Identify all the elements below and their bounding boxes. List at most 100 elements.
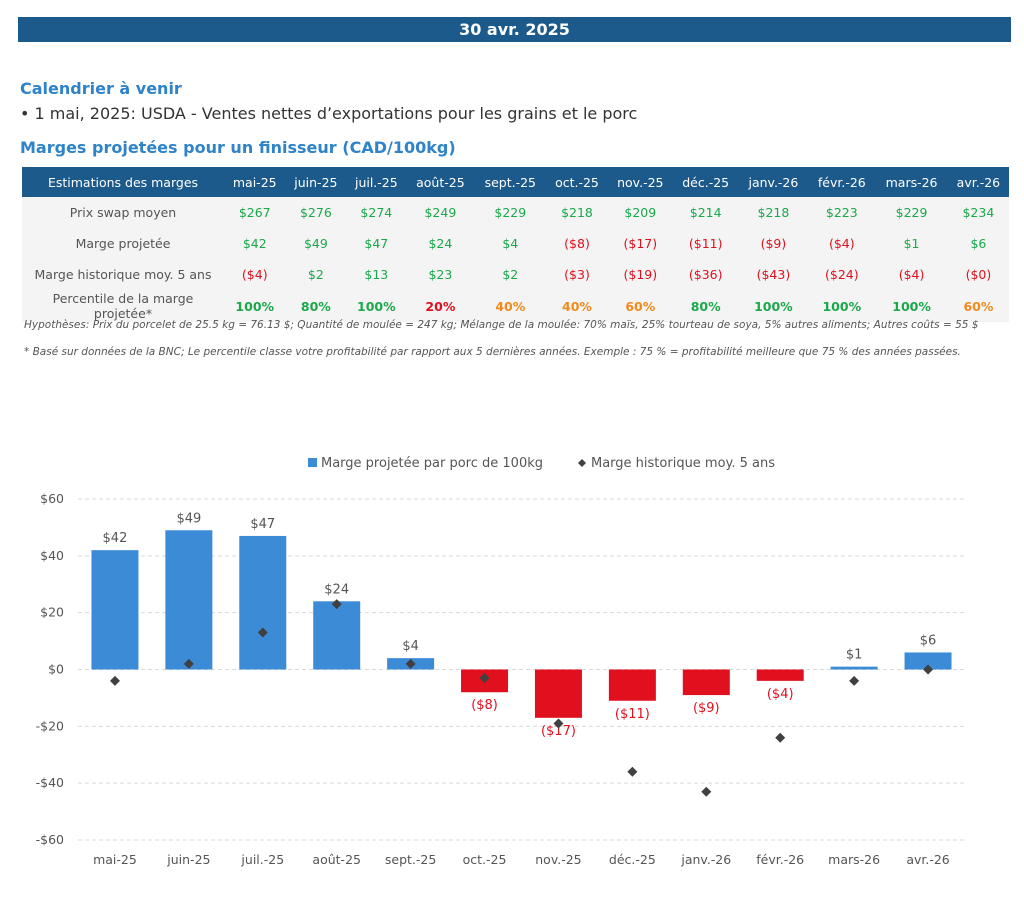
table-cell: ($4) [808, 228, 876, 259]
table-cell: 100% [875, 290, 948, 322]
data-label: $6 [920, 633, 937, 648]
table-cell: 40% [546, 290, 608, 322]
table-cell: ($4) [875, 259, 948, 290]
data-label: $42 [103, 531, 128, 546]
table-cell: $24 [406, 228, 475, 259]
margins-table: Estimations des marges mai-25 juin-25 ju… [22, 167, 1009, 322]
table-cell: $274 [346, 197, 407, 228]
month-header: févr.-26 [808, 167, 876, 197]
table-cell: $229 [474, 197, 547, 228]
table-cell: $218 [546, 197, 608, 228]
margin-chart: $60 $40 $20 $0 -$20 -$40 -$60 $42 mai-25 $49 juin-… [36, 456, 965, 867]
bar [534, 669, 582, 718]
row-label: Percentile de la marge projetée* [22, 290, 224, 322]
table-cell: ($36) [672, 259, 739, 290]
hypotheses-note: Hypothèses: Prix du porcelet de 25.5 kg … [24, 319, 979, 331]
table-cell: 100% [808, 290, 876, 322]
historical-marker [331, 599, 342, 610]
historical-marker [109, 675, 120, 686]
legend-marker-swatch [578, 459, 586, 467]
table-row: Percentile de la marge projetée* 100% 80% 1… [22, 290, 1009, 322]
table-cell: $2 [474, 259, 547, 290]
month-header: avr.-26 [947, 167, 1009, 197]
x-tick-label: janv.-26 [680, 852, 731, 867]
historical-marker [627, 766, 638, 777]
month-header: août-25 [406, 167, 475, 197]
table-cell: ($0) [947, 259, 1009, 290]
table-cell: ($24) [808, 259, 876, 290]
table-cell: $49 [285, 228, 347, 259]
x-tick-label: mars-26 [828, 852, 880, 867]
bar [239, 535, 287, 670]
month-header: juin-25 [285, 167, 347, 197]
x-tick-label: oct.-25 [463, 852, 507, 867]
data-label: ($17) [541, 724, 576, 739]
table-cell: $218 [738, 197, 809, 228]
bar [830, 666, 878, 670]
x-tick-label: juil.-25 [240, 852, 284, 867]
y-tick-label: $60 [40, 491, 64, 506]
x-tick-label: nov.-25 [535, 852, 581, 867]
data-label: ($8) [471, 698, 498, 713]
table-cell: $42 [224, 228, 286, 259]
x-tick-label: déc.-25 [609, 852, 656, 867]
y-tick-label: -$60 [36, 832, 64, 847]
table-cell: $2 [285, 259, 347, 290]
data-label: $49 [176, 511, 201, 526]
table-row: Prix swap moyen $267 $276 $274 $249 $229 $218 $… [22, 197, 1009, 228]
table-cell: $6 [947, 228, 1009, 259]
x-tick-label: août-25 [312, 852, 361, 867]
percentile-footnote: * Basé sur données de la BNC; Le percent… [24, 346, 961, 358]
table-cell: 100% [224, 290, 286, 322]
month-header: mai-25 [224, 167, 286, 197]
table-row: Marge historique moy. 5 ans ($4) $2 $13 $23 $… [22, 259, 1009, 290]
table-cell: $214 [672, 197, 739, 228]
table-cell: ($17) [607, 228, 673, 259]
table-corner-header: Estimations des marges [22, 167, 224, 197]
bar [682, 669, 730, 696]
table-cell: $276 [285, 197, 347, 228]
table-cell: ($3) [546, 259, 608, 290]
table-header-row: Estimations des marges mai-25 juin-25 ju… [22, 167, 1009, 197]
bar [165, 530, 213, 670]
month-header: janv.-26 [738, 167, 809, 197]
table-cell: 100% [346, 290, 407, 322]
table-cell: ($4) [224, 259, 286, 290]
row-label: Marge historique moy. 5 ans [22, 259, 224, 290]
historical-marker [257, 627, 268, 638]
table-cell: $1 [875, 228, 948, 259]
historical-marker [923, 664, 934, 675]
y-tick-label: $40 [40, 548, 64, 563]
y-tick-label: -$40 [36, 775, 64, 790]
data-label: ($11) [615, 707, 650, 722]
x-tick-label: avr.-26 [906, 852, 949, 867]
table-cell: ($8) [546, 228, 608, 259]
bar [91, 550, 139, 670]
data-label: $24 [324, 582, 349, 597]
historical-marker [701, 786, 712, 797]
table-cell: 60% [607, 290, 673, 322]
legend-bar-swatch [308, 458, 317, 467]
historical-marker [183, 658, 194, 669]
table-cell: ($19) [607, 259, 673, 290]
historical-marker [849, 675, 860, 686]
bar [608, 669, 656, 701]
month-header: déc.-25 [672, 167, 739, 197]
month-header: mars-26 [875, 167, 948, 197]
table-cell: $13 [346, 259, 407, 290]
bar [313, 601, 361, 670]
y-tick-label: $20 [40, 605, 64, 620]
historical-marker [479, 673, 490, 684]
table-cell: ($11) [672, 228, 739, 259]
table-cell: $229 [875, 197, 948, 228]
row-label: Marge projetée [22, 228, 224, 259]
table-cell: 80% [672, 290, 739, 322]
table-cell: 60% [947, 290, 1009, 322]
row-label: Prix swap moyen [22, 197, 224, 228]
x-tick-label: févr.-26 [756, 852, 804, 867]
table-cell: $47 [346, 228, 407, 259]
month-header: oct.-25 [546, 167, 608, 197]
table-cell: 80% [285, 290, 347, 322]
data-label: ($9) [693, 701, 720, 716]
bar [756, 669, 804, 681]
